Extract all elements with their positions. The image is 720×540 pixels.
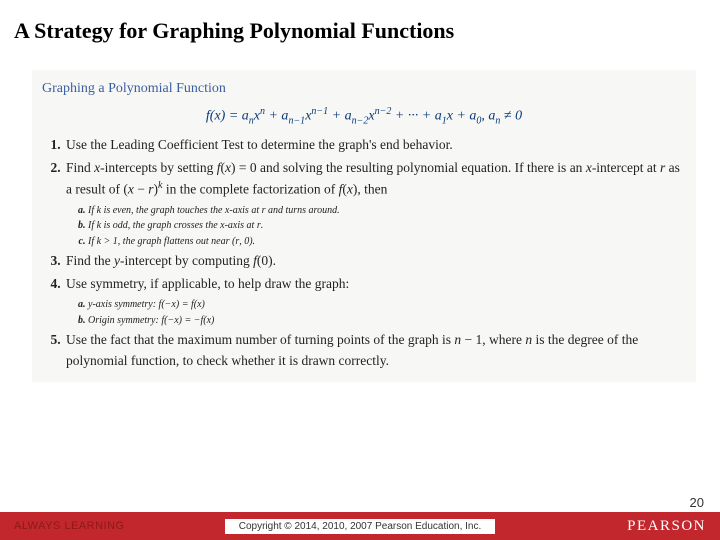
step-item: Use symmetry, if applicable, to help dra… [64, 274, 686, 328]
page-number: 20 [690, 495, 704, 510]
sub-item: If k > 1, the graph flattens out near (r… [88, 234, 686, 250]
step-item: Use the fact that the maximum number of … [64, 330, 686, 372]
sub-item: y-axis symmetry: f(−x) = f(x) [88, 297, 686, 313]
copyright-text: Copyright © 2014, 2010, 2007 Pearson Edu… [225, 519, 496, 534]
polynomial-equation: f(x) = anxn + an−1xn−1 + an−2xn−2 + ··· … [42, 104, 686, 135]
box-title: Graphing a Polynomial Function [42, 76, 686, 104]
sub-item: If k is even, the graph touches the x-ax… [88, 203, 686, 219]
step-item: Use the Leading Coefficient Test to dete… [64, 135, 686, 156]
brand-text: PEARSON [627, 518, 706, 535]
footer-left-text: ALWAYS LEARNING [14, 520, 125, 532]
sub-item: Origin symmetry: f(−x) = −f(x) [88, 313, 686, 329]
content-box: Graphing a Polynomial Function f(x) = an… [32, 70, 696, 382]
sub-list: If k is even, the graph touches the x-ax… [66, 203, 686, 250]
step-item: Find the y-intercept by computing f(0). [64, 251, 686, 272]
page-title: A Strategy for Graphing Polynomial Funct… [14, 18, 706, 44]
step-item: Find x-intercepts by setting f(x) = 0 an… [64, 158, 686, 250]
page-header: A Strategy for Graphing Polynomial Funct… [0, 0, 720, 52]
sub-item: If k is odd, the graph crosses the x-axi… [88, 218, 686, 234]
steps-list: Use the Leading Coefficient Test to dete… [42, 135, 686, 372]
footer-bar: ALWAYS LEARNING Copyright © 2014, 2010, … [0, 512, 720, 540]
sub-list: y-axis symmetry: f(−x) = f(x)Origin symm… [66, 297, 686, 328]
